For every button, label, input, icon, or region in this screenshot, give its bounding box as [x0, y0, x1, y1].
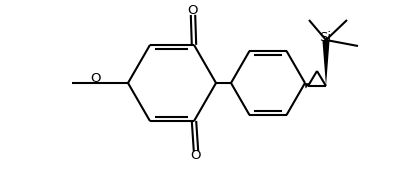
Text: Si: Si [319, 31, 331, 44]
Polygon shape [305, 83, 310, 89]
Polygon shape [322, 40, 329, 86]
Text: O: O [91, 72, 101, 86]
Text: O: O [191, 149, 201, 162]
Text: O: O [188, 4, 198, 17]
